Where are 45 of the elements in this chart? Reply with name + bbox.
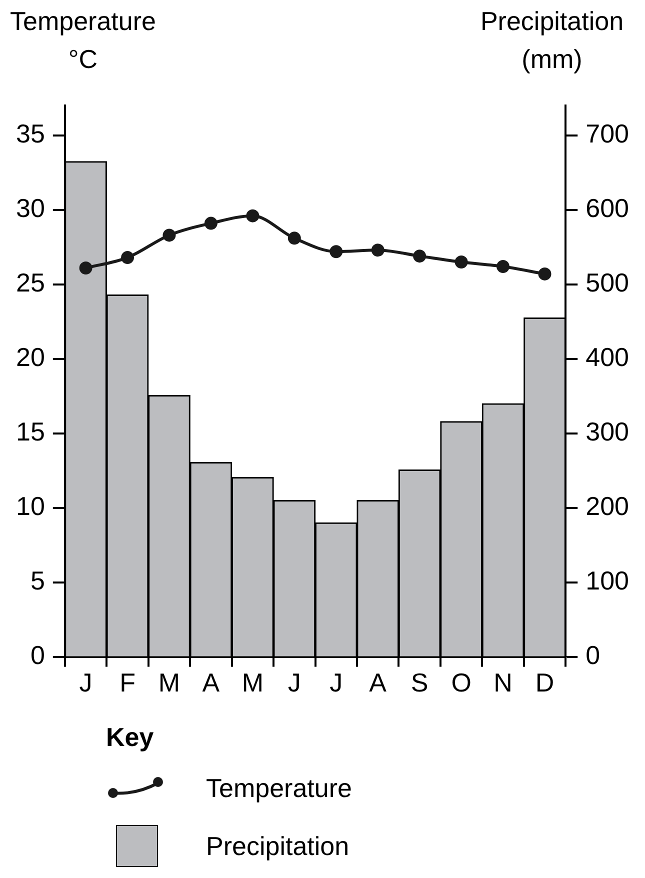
y-tick-label: 5 — [30, 565, 45, 596]
x-tick-label: M — [158, 668, 180, 698]
point — [413, 250, 426, 263]
point — [79, 261, 92, 274]
legend-label: Temperature — [206, 772, 352, 804]
point — [204, 216, 218, 230]
y2-tick-label: 300 — [586, 416, 630, 447]
y2-tick-label: 500 — [586, 268, 630, 298]
y-tick-label: 10 — [16, 491, 45, 521]
y-tick-label: 15 — [16, 416, 45, 447]
y-axis-title: Temperature °C — [9, 5, 157, 76]
y2-tick-label: 600 — [586, 193, 630, 224]
x-tick-label: A — [369, 668, 388, 698]
legend-title: Key — [106, 722, 155, 753]
y-tick-label: 30 — [16, 193, 45, 224]
x-tick-label: F — [120, 668, 136, 698]
y2-axis-title: Precipitation (mm) — [479, 5, 625, 76]
x-tick-label: A — [202, 668, 220, 698]
x-tick-label: J — [79, 668, 92, 698]
point — [121, 251, 134, 264]
x-tick-label: O — [451, 668, 472, 698]
y-tick-label: 20 — [16, 342, 45, 372]
point — [330, 245, 343, 258]
legend-label: Precipitation — [206, 830, 350, 862]
y2-tick-label: 700 — [586, 118, 630, 149]
point — [538, 267, 552, 280]
y-tick-label: 25 — [16, 268, 45, 298]
y-tick-label: 35 — [16, 118, 45, 149]
y2-tick-label: 0 — [586, 640, 600, 670]
y2-tick-label: 100 — [586, 565, 630, 596]
x-tick-label: J — [288, 668, 301, 698]
x-tick-label: N — [494, 668, 512, 698]
point — [246, 209, 260, 222]
x-tick-label: D — [535, 668, 554, 698]
y-tick-label: 0 — [30, 640, 45, 670]
x-tick-label: M — [242, 668, 264, 698]
point — [371, 244, 384, 257]
point — [162, 228, 176, 242]
y2-tick-label: 200 — [586, 491, 630, 521]
x-tick-label: S — [410, 668, 428, 698]
point — [288, 232, 301, 245]
y2-tick-label: 400 — [586, 342, 630, 372]
x-tick-label: J — [330, 668, 343, 698]
point — [496, 260, 510, 273]
point — [454, 256, 468, 269]
